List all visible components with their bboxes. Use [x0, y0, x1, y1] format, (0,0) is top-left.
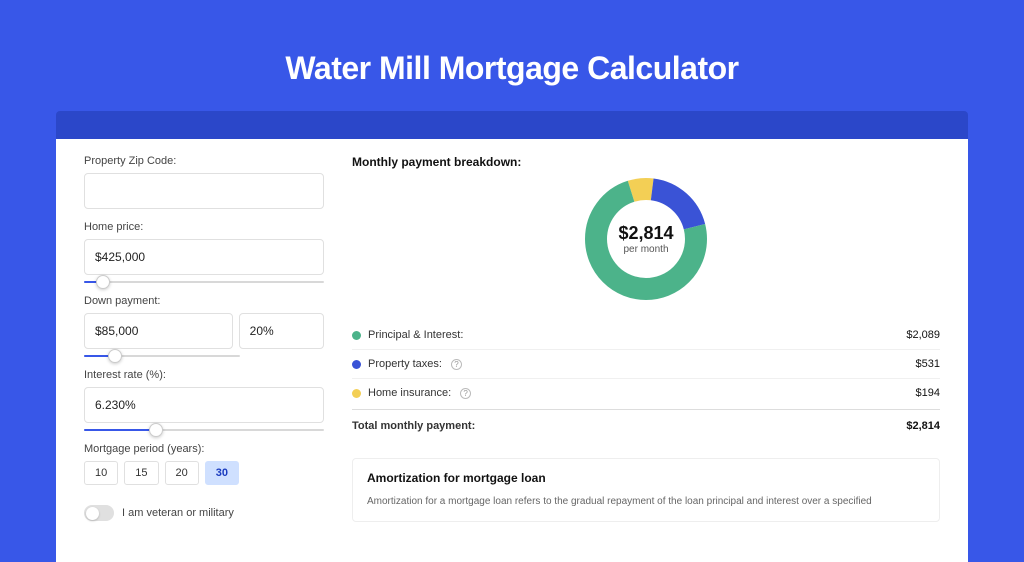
- legend-row: Home insurance:? $194: [352, 378, 940, 407]
- interest-rate-label: Interest rate (%):: [84, 369, 324, 381]
- amortization-text: Amortization for a mortgage loan refers …: [367, 495, 925, 509]
- amortization-title: Amortization for mortgage loan: [367, 471, 925, 485]
- period-button-15[interactable]: 15: [124, 461, 158, 485]
- total-label: Total monthly payment:: [352, 420, 475, 432]
- veteran-label: I am veteran or military: [122, 507, 234, 519]
- donut-per-month: per month: [618, 244, 673, 255]
- breakdown-title: Monthly payment breakdown:: [352, 155, 940, 169]
- period-buttons: 1015 2030: [84, 461, 324, 485]
- period-button-20[interactable]: 20: [165, 461, 199, 485]
- down-payment-pct-input[interactable]: [239, 313, 324, 349]
- total-value: $2,814: [906, 420, 940, 432]
- calculator-panel: Property Zip Code: Home price: Down paym…: [56, 139, 968, 562]
- amortization-box: Amortization for mortgage loan Amortizat…: [352, 458, 940, 522]
- results-column: Monthly payment breakdown: $2,814 per mo…: [352, 155, 940, 522]
- legend-label: Home insurance:: [368, 387, 451, 399]
- period-button-30[interactable]: 30: [205, 461, 239, 485]
- legend-row: Property taxes:? $531: [352, 349, 940, 378]
- page-title: Water Mill Mortgage Calculator: [56, 50, 968, 87]
- period-label: Mortgage period (years):: [84, 443, 324, 455]
- legend-label: Principal & Interest:: [368, 329, 463, 341]
- veteran-toggle[interactable]: [84, 505, 114, 521]
- legend-value: $194: [916, 387, 940, 399]
- donut-chart: $2,814 per month: [352, 177, 940, 301]
- zip-input[interactable]: [84, 173, 324, 209]
- legend-value: $531: [916, 358, 940, 370]
- info-icon[interactable]: ?: [460, 388, 471, 399]
- legend-dot: [352, 389, 361, 398]
- legend-value: $2,089: [906, 329, 940, 341]
- home-price-input[interactable]: [84, 239, 324, 275]
- legend: Principal & Interest: $2,089 Property taxe…: [352, 321, 940, 407]
- info-icon[interactable]: ?: [451, 359, 462, 370]
- down-payment-input[interactable]: [84, 313, 233, 349]
- down-payment-slider[interactable]: [84, 355, 240, 357]
- header-bar: [56, 111, 968, 139]
- home-price-label: Home price:: [84, 221, 324, 233]
- inputs-column: Property Zip Code: Home price: Down paym…: [84, 155, 324, 522]
- legend-row: Principal & Interest: $2,089: [352, 321, 940, 349]
- period-button-10[interactable]: 10: [84, 461, 118, 485]
- legend-label: Property taxes:: [368, 358, 442, 370]
- home-price-slider[interactable]: [84, 281, 324, 283]
- interest-rate-slider[interactable]: [84, 429, 324, 431]
- zip-label: Property Zip Code:: [84, 155, 324, 167]
- donut-total: $2,814: [618, 223, 673, 244]
- interest-rate-input[interactable]: [84, 387, 324, 423]
- legend-dot: [352, 331, 361, 340]
- legend-dot: [352, 360, 361, 369]
- down-payment-label: Down payment:: [84, 295, 324, 307]
